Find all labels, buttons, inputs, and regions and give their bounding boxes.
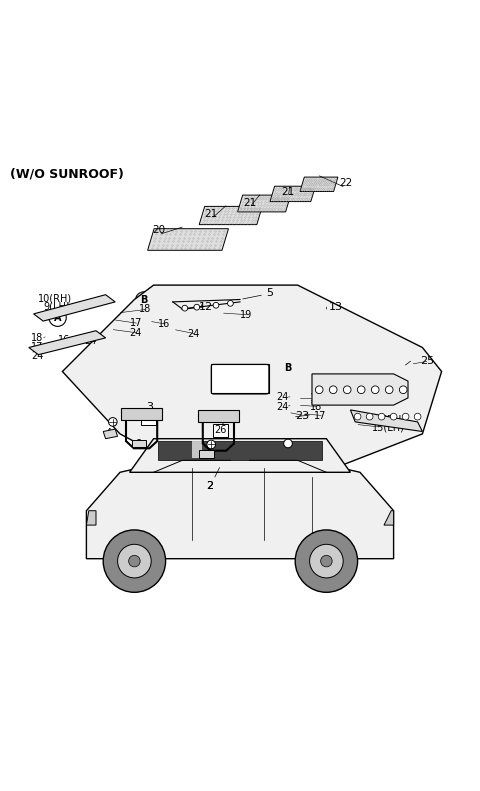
Polygon shape [238, 195, 291, 212]
Circle shape [103, 530, 166, 592]
Text: B: B [140, 296, 148, 305]
Circle shape [366, 413, 373, 420]
Polygon shape [198, 410, 239, 422]
Text: 23: 23 [295, 411, 309, 421]
Circle shape [295, 530, 358, 592]
Circle shape [182, 305, 188, 311]
Text: 24: 24 [84, 336, 96, 346]
Text: 26: 26 [215, 425, 227, 435]
Circle shape [129, 555, 140, 567]
Polygon shape [86, 458, 394, 558]
Circle shape [414, 413, 421, 420]
Text: 16: 16 [158, 320, 171, 330]
Polygon shape [199, 206, 262, 225]
Polygon shape [34, 295, 115, 321]
Circle shape [390, 413, 397, 420]
Text: 7: 7 [295, 440, 302, 449]
Circle shape [213, 302, 219, 308]
Text: 4: 4 [106, 428, 112, 438]
Polygon shape [130, 439, 350, 472]
Text: 16: 16 [310, 393, 322, 403]
Text: 2: 2 [206, 481, 214, 490]
Text: 8: 8 [190, 451, 196, 460]
Polygon shape [103, 429, 118, 439]
Text: B: B [284, 362, 292, 373]
Text: A: A [224, 411, 232, 421]
Polygon shape [158, 441, 322, 460]
Polygon shape [350, 410, 422, 432]
Circle shape [321, 555, 332, 567]
Text: 25: 25 [420, 356, 434, 366]
Text: 18: 18 [139, 304, 152, 314]
Circle shape [207, 440, 216, 448]
Circle shape [284, 439, 292, 448]
Circle shape [372, 386, 379, 394]
Text: 24: 24 [276, 402, 288, 411]
Circle shape [329, 386, 337, 394]
Polygon shape [132, 440, 146, 448]
Text: 20: 20 [152, 225, 165, 235]
Text: 24: 24 [31, 351, 44, 361]
Polygon shape [312, 374, 408, 405]
Text: 16: 16 [58, 335, 70, 345]
Polygon shape [199, 450, 214, 458]
Text: 15(LH): 15(LH) [372, 422, 405, 432]
Polygon shape [192, 441, 202, 458]
Circle shape [385, 386, 393, 394]
Circle shape [228, 301, 233, 306]
Text: 2: 2 [206, 481, 214, 490]
Circle shape [118, 544, 151, 578]
Polygon shape [270, 186, 315, 202]
Text: 1: 1 [222, 414, 229, 425]
Text: 14(RH): 14(RH) [372, 414, 406, 425]
Circle shape [315, 386, 323, 394]
Text: 12: 12 [199, 301, 213, 312]
Text: 3: 3 [146, 402, 154, 412]
Text: 9(LH): 9(LH) [43, 301, 70, 312]
Circle shape [357, 386, 365, 394]
Text: (W/O SUNROOF): (W/O SUNROOF) [10, 168, 123, 180]
Polygon shape [86, 511, 96, 525]
Text: 21: 21 [281, 187, 295, 198]
Polygon shape [211, 365, 269, 393]
Text: 24: 24 [130, 328, 142, 338]
Circle shape [354, 413, 361, 420]
Text: 13: 13 [329, 301, 343, 312]
Text: 24: 24 [187, 329, 200, 339]
Text: 8: 8 [135, 440, 142, 449]
Text: 6: 6 [206, 442, 213, 452]
Text: 18: 18 [310, 402, 322, 411]
Text: 5: 5 [266, 288, 274, 298]
Polygon shape [121, 407, 162, 419]
Text: A: A [54, 312, 61, 323]
Text: 17: 17 [130, 319, 142, 328]
Text: 24: 24 [276, 392, 288, 402]
Circle shape [310, 544, 343, 578]
Text: 17: 17 [31, 343, 44, 353]
Text: 21: 21 [243, 198, 256, 207]
Circle shape [108, 418, 117, 426]
Text: 6: 6 [110, 418, 117, 429]
Polygon shape [300, 177, 338, 191]
Polygon shape [62, 285, 442, 482]
Circle shape [378, 413, 385, 420]
Text: 17: 17 [314, 411, 327, 421]
Circle shape [399, 386, 407, 394]
Circle shape [402, 413, 409, 420]
Polygon shape [148, 229, 228, 250]
Text: 26: 26 [143, 413, 155, 423]
Text: 21: 21 [204, 209, 218, 219]
Text: 10(RH): 10(RH) [38, 293, 72, 303]
Circle shape [194, 305, 200, 310]
Text: 11: 11 [355, 377, 369, 387]
Circle shape [343, 386, 351, 394]
Text: 19: 19 [240, 310, 252, 320]
Polygon shape [29, 331, 106, 354]
Polygon shape [384, 511, 394, 525]
Text: 22: 22 [339, 178, 352, 187]
Text: 18: 18 [31, 333, 44, 343]
